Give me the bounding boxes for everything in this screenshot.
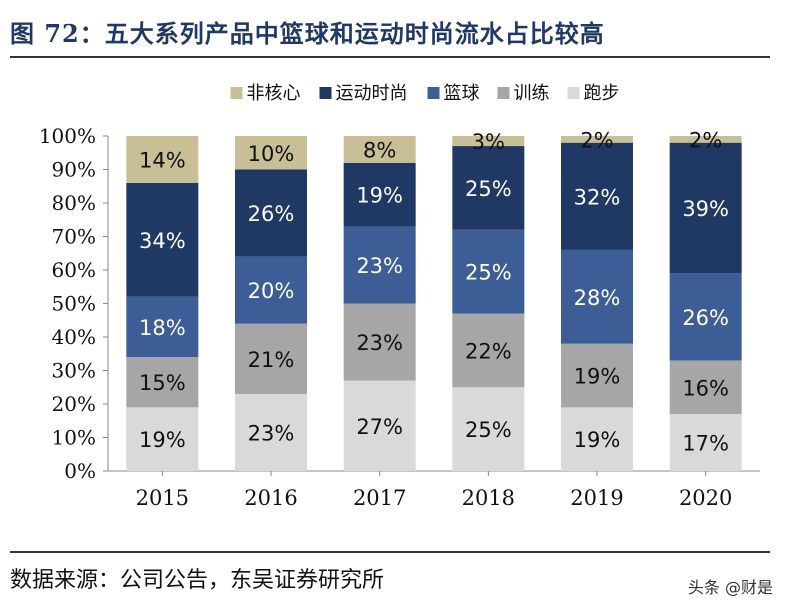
data-label: 25%: [465, 177, 512, 201]
legend-swatch: [497, 87, 510, 99]
bar-segment: [561, 136, 633, 143]
bar-segment: [669, 136, 742, 143]
bar-segment: [235, 136, 307, 170]
bar-segment: [343, 162, 416, 227]
data-label: 17%: [682, 432, 729, 456]
x-tick-label: 2015: [136, 486, 189, 510]
bar-segment: [235, 169, 307, 257]
data-label: 25%: [465, 261, 512, 285]
bar-segment: [343, 303, 416, 381]
data-label: 19%: [574, 365, 621, 389]
bar-segment: [561, 142, 633, 250]
data-label: 27%: [356, 415, 403, 439]
data-label: 20%: [248, 279, 295, 303]
data-label: 34%: [139, 229, 186, 253]
legend-swatch: [567, 87, 580, 99]
data-label: 22%: [465, 339, 512, 363]
data-label: 10%: [248, 142, 295, 166]
y-tick-label: 80%: [52, 191, 96, 215]
data-label: 16%: [682, 376, 729, 400]
y-tick-label: 0%: [64, 459, 96, 483]
data-label: 14%: [139, 148, 186, 172]
legend-label: 跑步: [584, 83, 620, 104]
data-label: 18%: [139, 316, 186, 340]
data-label: 15%: [139, 371, 186, 395]
y-tick-label: 100%: [39, 124, 96, 148]
data-label: 32%: [574, 185, 621, 209]
bar-segment: [235, 323, 307, 394]
data-label: 2%: [580, 128, 613, 152]
data-label: 26%: [682, 306, 729, 330]
y-tick-label: 10%: [52, 426, 96, 450]
data-label: 25%: [465, 418, 512, 442]
legend-swatch: [319, 87, 332, 99]
x-tick-label: 2016: [244, 486, 297, 510]
data-label: 23%: [248, 421, 295, 445]
bar-segment: [452, 313, 525, 388]
data-label: 2%: [689, 128, 722, 152]
y-tick-label: 20%: [52, 392, 96, 416]
data-label: 28%: [574, 286, 621, 310]
bar-segment: [343, 136, 416, 163]
watermark: 头条 @财是: [687, 578, 773, 597]
y-tick-label: 50%: [52, 292, 96, 316]
legend-label: 非核心: [247, 83, 301, 104]
y-tick-label: 70%: [52, 225, 96, 249]
bar-segment: [126, 407, 199, 471]
x-tick-label: 2018: [462, 486, 515, 510]
data-label: 8%: [363, 138, 396, 162]
data-label: 26%: [248, 202, 295, 226]
bar-segment: [669, 360, 742, 415]
title-rule: [10, 56, 770, 58]
bar-segment: [452, 229, 525, 314]
x-tick-label: 2019: [570, 486, 623, 510]
y-tick-label: 60%: [52, 258, 96, 282]
bar-segment: [669, 142, 742, 274]
bar-segment: [126, 296, 199, 358]
bar-segment: [235, 393, 307, 471]
legend-swatch: [427, 87, 440, 99]
data-label: 19%: [356, 184, 403, 208]
y-tick-label: 30%: [52, 359, 96, 383]
legend-swatch: [230, 87, 243, 99]
chart-title: 图 72：五大系列产品中篮球和运动时尚流水占比较高: [10, 19, 605, 48]
bar-segment: [126, 357, 199, 408]
data-label: 21%: [248, 348, 295, 372]
data-label: 23%: [356, 254, 403, 278]
data-label: 39%: [682, 197, 729, 221]
bar-segment: [561, 343, 633, 408]
x-tick-label: 2020: [679, 486, 732, 510]
bar-segment: [343, 380, 416, 471]
bar-segment: [452, 136, 525, 147]
data-label: 3%: [472, 130, 505, 154]
bar-segment: [126, 136, 199, 183]
bar-segment: [669, 414, 742, 471]
bar-segment: [669, 273, 742, 361]
legend-label: 训练: [514, 83, 550, 104]
bar-segment: [343, 226, 416, 304]
data-label: 19%: [139, 428, 186, 452]
bar-segment: [452, 387, 525, 471]
y-tick-label: 90%: [52, 158, 96, 182]
source-note: 数据来源：公司公告，东吴证券研究所: [10, 568, 385, 593]
bar-segment: [452, 146, 525, 230]
legend-label: 篮球: [444, 83, 480, 104]
x-tick-label: 2017: [353, 486, 406, 510]
bar-segment: [126, 182, 199, 297]
bar-segment: [235, 256, 307, 324]
bar-segment: [561, 249, 633, 344]
y-tick-label: 40%: [52, 325, 96, 349]
bar-segment: [561, 407, 633, 471]
data-label: 23%: [356, 331, 403, 355]
source-rule: [10, 551, 770, 553]
data-label: 19%: [574, 428, 621, 452]
legend-label: 运动时尚: [336, 83, 408, 104]
